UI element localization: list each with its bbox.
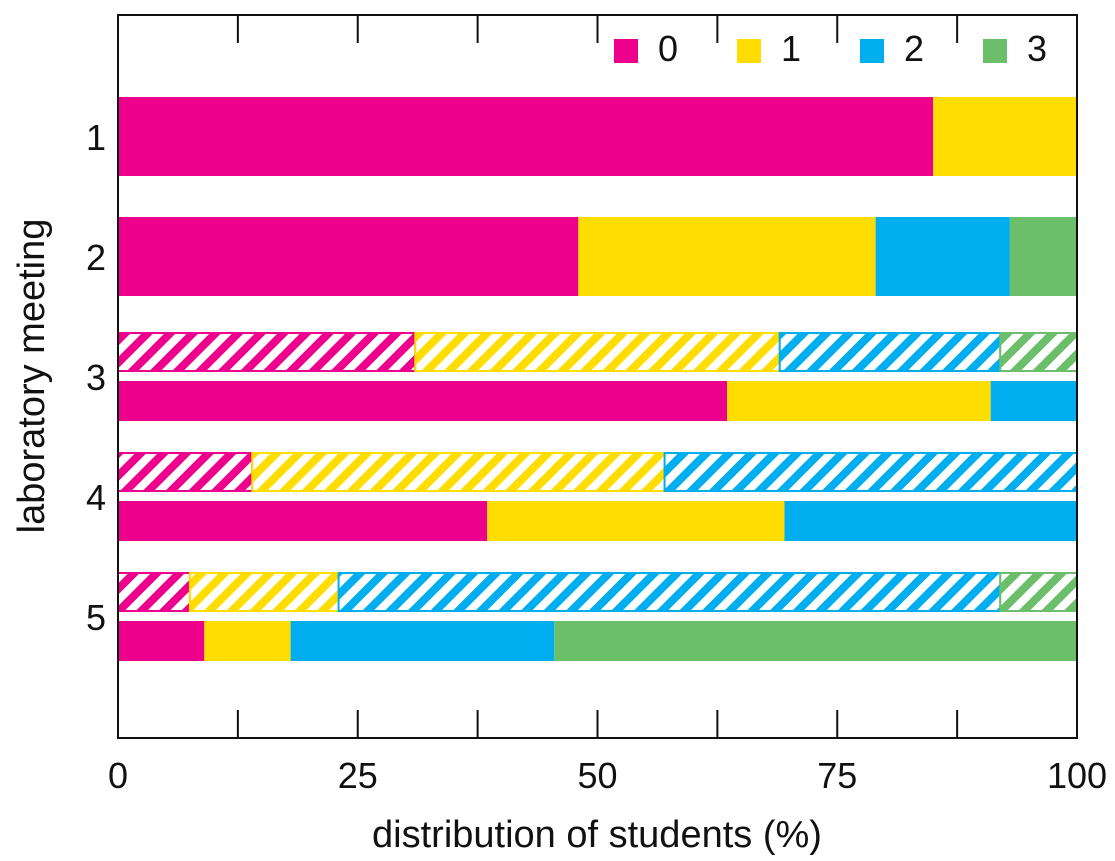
x-tick-label: 0 [108, 755, 128, 796]
bar-5-solid-segment-3 [554, 621, 1077, 661]
bar-4-solid-segment-2 [784, 501, 1077, 541]
y-category-label: 4 [86, 477, 106, 518]
labels-layer: 0 25 50 75 100 1 2 3 4 5 [86, 117, 1107, 796]
bar-3-hatched-segment-0 [117, 332, 417, 372]
bar-3-hatched-segment-1 [414, 332, 781, 372]
bar-3-solid-segment-2 [990, 381, 1077, 421]
bar-2-solid-segment-1 [578, 217, 876, 296]
bar-4-hatched-segment-2 [663, 452, 1078, 492]
x-tick-label: 25 [338, 755, 378, 796]
bar-3-hatched-segment-2 [778, 332, 1002, 372]
x-tick-label: 50 [577, 755, 617, 796]
bar-5-hatched-segment-2 [337, 572, 1002, 612]
bar-5-hatched-segment-3 [999, 572, 1078, 612]
bar-4-hatched-segment-0 [117, 452, 254, 492]
legend-label-0: 0 [658, 28, 678, 69]
bar-1-solid-segment-0 [118, 97, 934, 176]
bar-3-hatched-segment-3 [999, 332, 1078, 372]
bar-5-hatched-segment-0 [117, 572, 191, 612]
y-axis-title: laboratory meeting [11, 219, 53, 534]
bar-4-hatched-segment-1 [251, 452, 666, 492]
x-tick-label: 75 [817, 755, 857, 796]
x-tick-label: 100 [1047, 755, 1107, 796]
bar-4-solid-segment-0 [118, 501, 488, 541]
bar-5-solid-segment-2 [290, 621, 555, 661]
legend-label-2: 2 [904, 28, 924, 69]
legend-swatch-2 [860, 39, 884, 63]
bar-1-solid-segment-1 [933, 97, 1077, 176]
legend-label-3: 3 [1027, 28, 1047, 69]
bar-5-solid-segment-1 [204, 621, 291, 661]
legend-swatch-3 [983, 39, 1007, 63]
bar-3-solid-segment-1 [727, 381, 991, 421]
y-category-label: 2 [86, 237, 106, 278]
x-axis-title: distribution of students (%) [372, 814, 822, 856]
y-category-label: 5 [86, 597, 106, 638]
bar-2-solid-segment-0 [118, 217, 579, 296]
legend-swatch-1 [737, 39, 761, 63]
legend: 0 1 2 3 [614, 28, 1047, 69]
legend-label-1: 1 [781, 28, 801, 69]
bar-5-hatched-segment-1 [188, 572, 340, 612]
y-category-label: 3 [86, 357, 106, 398]
bar-5-solid-segment-0 [118, 621, 205, 661]
ticks-layer [236, 15, 959, 738]
bar-2-solid-segment-3 [1009, 217, 1077, 296]
y-category-label: 1 [86, 117, 106, 158]
bar-2-solid-segment-2 [875, 217, 1010, 296]
bars-layer [117, 97, 1078, 661]
bar-3-solid-segment-0 [118, 381, 727, 421]
legend-swatch-0 [614, 39, 638, 63]
bar-4-solid-segment-1 [487, 501, 785, 541]
